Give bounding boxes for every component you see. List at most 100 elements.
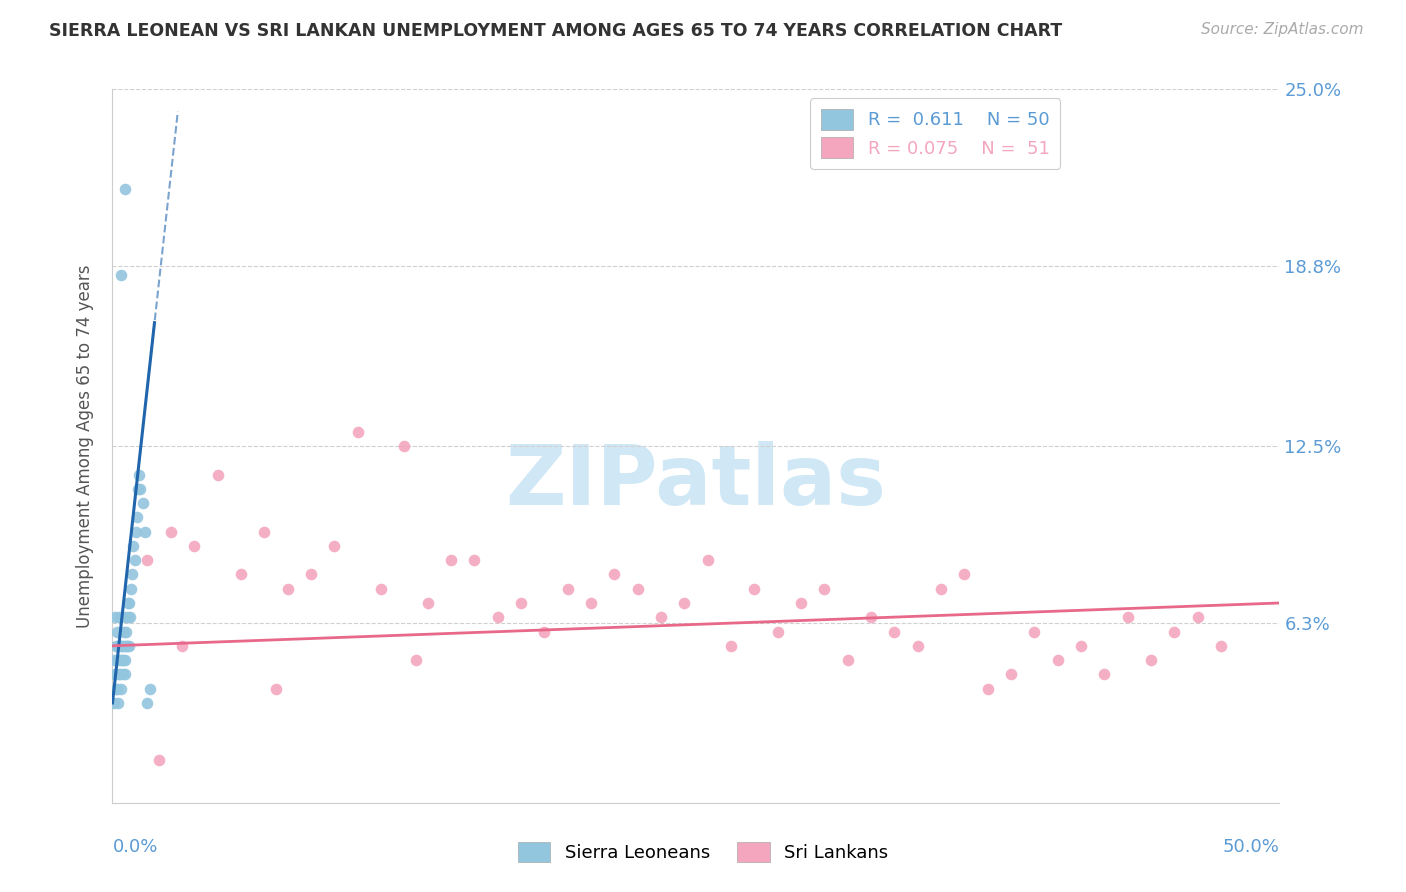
Point xyxy=(110,681,132,696)
Legend: Sierra Leoneans, Sri Lankans: Sierra Leoneans, Sri Lankans xyxy=(510,834,896,870)
Point xyxy=(533,624,555,639)
Point xyxy=(1140,653,1163,667)
Point xyxy=(105,681,128,696)
Point xyxy=(120,582,142,596)
Point xyxy=(118,596,141,610)
Point xyxy=(136,553,159,567)
Point xyxy=(394,439,416,453)
Point xyxy=(160,524,183,539)
Point xyxy=(405,653,427,667)
Point xyxy=(105,624,128,639)
Text: ZIPatlas: ZIPatlas xyxy=(506,442,886,522)
Point xyxy=(111,667,134,681)
Point xyxy=(766,624,789,639)
Text: Source: ZipAtlas.com: Source: ZipAtlas.com xyxy=(1201,22,1364,37)
Point xyxy=(860,610,883,624)
Point xyxy=(132,496,155,510)
Point xyxy=(790,596,813,610)
Text: 50.0%: 50.0% xyxy=(1223,838,1279,855)
Point xyxy=(1046,653,1069,667)
Point xyxy=(953,567,976,582)
Point xyxy=(115,639,138,653)
Point xyxy=(1000,667,1022,681)
Text: 0.0%: 0.0% xyxy=(112,838,157,855)
Point xyxy=(299,567,322,582)
Text: SIERRA LEONEAN VS SRI LANKAN UNEMPLOYMENT AMONG AGES 65 TO 74 YEARS CORRELATION : SIERRA LEONEAN VS SRI LANKAN UNEMPLOYMEN… xyxy=(49,22,1063,40)
Y-axis label: Unemployment Among Ages 65 to 74 years: Unemployment Among Ages 65 to 74 years xyxy=(76,264,94,628)
Point xyxy=(183,539,205,553)
Point xyxy=(127,482,149,496)
Point xyxy=(929,582,952,596)
Point xyxy=(1024,624,1046,639)
Point xyxy=(134,524,156,539)
Point xyxy=(673,596,696,610)
Point xyxy=(104,667,127,681)
Point xyxy=(107,696,129,710)
Point xyxy=(440,553,463,567)
Point xyxy=(128,467,150,482)
Point xyxy=(103,696,125,710)
Point xyxy=(557,582,579,596)
Point xyxy=(115,639,138,653)
Point xyxy=(907,639,929,653)
Point xyxy=(125,524,148,539)
Point xyxy=(115,624,138,639)
Point xyxy=(108,667,131,681)
Point xyxy=(1211,639,1233,653)
Legend: R =  0.611    N = 50, R = 0.075    N =  51: R = 0.611 N = 50, R = 0.075 N = 51 xyxy=(810,98,1060,169)
Point xyxy=(108,610,131,624)
Point xyxy=(103,653,125,667)
Point xyxy=(111,653,134,667)
Point xyxy=(117,610,139,624)
Point xyxy=(509,596,531,610)
Point xyxy=(323,539,346,553)
Point xyxy=(104,667,127,681)
Point xyxy=(105,681,128,696)
Point xyxy=(264,681,287,696)
Point xyxy=(229,567,252,582)
Point xyxy=(813,582,835,596)
Point xyxy=(1163,624,1185,639)
Point xyxy=(114,653,136,667)
Point xyxy=(253,524,276,539)
Point xyxy=(1116,610,1139,624)
Point xyxy=(118,639,141,653)
Point xyxy=(603,567,626,582)
Point xyxy=(579,596,602,610)
Point xyxy=(744,582,766,596)
Point xyxy=(976,681,998,696)
Point xyxy=(416,596,439,610)
Point xyxy=(118,610,141,624)
Point xyxy=(370,582,392,596)
Point xyxy=(172,639,194,653)
Point xyxy=(207,467,229,482)
Point xyxy=(108,667,131,681)
Point xyxy=(627,582,650,596)
Point xyxy=(486,610,509,624)
Point xyxy=(117,596,139,610)
Point xyxy=(136,696,159,710)
Point xyxy=(148,753,170,767)
Point xyxy=(107,639,129,653)
Point xyxy=(1187,610,1209,624)
Point xyxy=(1070,639,1092,653)
Point xyxy=(463,553,485,567)
Point xyxy=(650,610,672,624)
Point xyxy=(112,639,135,653)
Point xyxy=(111,653,134,667)
Point xyxy=(883,624,905,639)
Point xyxy=(104,610,127,624)
Point xyxy=(139,681,162,696)
Point xyxy=(276,582,298,596)
Point xyxy=(124,553,146,567)
Point xyxy=(112,624,135,639)
Point xyxy=(108,653,131,667)
Point xyxy=(125,510,148,524)
Point xyxy=(114,182,136,196)
Point xyxy=(114,667,136,681)
Point xyxy=(129,482,152,496)
Point xyxy=(114,610,136,624)
Point xyxy=(107,653,129,667)
Point xyxy=(1094,667,1116,681)
Point xyxy=(837,653,859,667)
